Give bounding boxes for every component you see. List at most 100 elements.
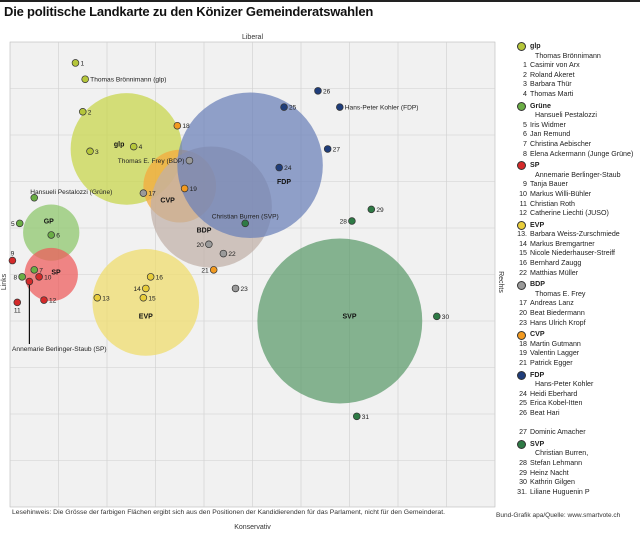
legend-swatch (517, 370, 526, 380)
legend-member-number: 6 (523, 130, 527, 139)
data-point (185, 156, 194, 165)
legend-member: 16 Bernhard Zaugg (515, 259, 640, 269)
legend-member: 13. Barbara Weiss-Zurschmiede (515, 230, 640, 240)
legend-member: 15 Nicole Niederhauser-Streiff (515, 249, 640, 259)
point-label: Annemarie Berlinger-Staub (SP) (12, 346, 107, 353)
legend-member-name: Hans Ulrich Kropf (530, 318, 586, 327)
point-label: Hansueli Pestalozzi (Grüne) (30, 189, 112, 196)
legend-member-number: 31. (517, 487, 527, 496)
point-label: 4 (139, 144, 143, 151)
legend-representative: Hans-Peter Kohler (535, 380, 594, 389)
data-point (40, 296, 48, 304)
legend-swatch (517, 220, 526, 230)
legend-member: 18 Martin Gutmann (515, 340, 640, 350)
bubble-label: SP (51, 270, 61, 277)
point-label: 11 (14, 307, 21, 314)
legend-member-name (530, 419, 532, 429)
legend-member-name: Patrick Egger (530, 359, 573, 367)
legend-member: 1 Casimir von Arx (515, 61, 640, 71)
data-point (180, 184, 189, 193)
legend-member-number: 16 (519, 259, 527, 268)
legend-swatch (517, 101, 526, 111)
legend-member-name: Nicole Niederhauser-Streiff (530, 249, 616, 258)
data-point (13, 298, 22, 307)
legend-member-name: Christian Roth (530, 199, 575, 208)
data-point (209, 266, 218, 274)
point-label: 17 (148, 191, 156, 198)
data-point (323, 145, 332, 153)
legend-party-name: EVP (530, 220, 545, 229)
legend-member-number: 19 (519, 349, 527, 358)
legend-member-number: 17 (519, 299, 527, 308)
legend-member-name: Beat Biedermann (530, 309, 585, 318)
point-label: 30 (442, 314, 450, 321)
legend-member: 11 Christian Roth (515, 200, 640, 210)
data-point (47, 231, 55, 239)
legend-member-name: Barbara Weiss-Zurschmiede (530, 230, 620, 239)
point-label: 14 (133, 286, 141, 293)
legend-party-name: Grüne (530, 101, 551, 110)
point-label: Christian Burren (SVP) (212, 213, 279, 220)
legend-member-number: 23 (519, 318, 527, 327)
legend-party-fdp: FDP (515, 371, 640, 381)
point-label: 18 (182, 123, 190, 130)
legend-member: 14 Markus Bremgartner (515, 240, 640, 250)
legend-party-name: FDP (530, 370, 545, 379)
legend-member (515, 419, 640, 429)
point-label: 27 (333, 146, 341, 153)
legend-member-number: 29 (519, 468, 527, 477)
axis-label-left: Links (1, 273, 8, 290)
bubble-label: BDP (197, 228, 212, 235)
data-point (86, 147, 94, 156)
legend-member: 19 Valentin Lagger (515, 349, 640, 359)
legend-member-number: 22 (519, 268, 527, 277)
bubble-fdp (177, 92, 323, 238)
point-label: 19 (190, 186, 198, 193)
point-label: 2 (88, 109, 92, 116)
point-label: 3 (95, 149, 99, 156)
legend-member-number: 15 (519, 249, 527, 258)
legend-member: 4 Thomas Marti (515, 90, 640, 100)
legend-member-name: Valentin Lagger (530, 349, 580, 358)
legend-party-name: CVP (530, 330, 545, 339)
point-label: 12 (49, 298, 57, 305)
legend-member: 17 Andreas Lanz (515, 299, 640, 309)
legend-party-cvp: CVP (515, 330, 640, 340)
data-point (142, 284, 150, 293)
legend-member: 28 Stefan Lehmann (515, 459, 640, 469)
data-point (275, 163, 283, 172)
chart-title: Die politische Landkarte zu den Könizer … (4, 4, 374, 19)
data-point (173, 121, 182, 130)
legend-member: 5 Iris Widmer (515, 121, 640, 131)
point-label: 10 (44, 274, 52, 281)
point-label: Thomas E. Frey (BDP) (118, 158, 185, 165)
legend-member-number: 7 (523, 139, 527, 148)
legend-member-name: Dominic Amacher (530, 428, 586, 437)
legend-party-name: SP (530, 161, 540, 170)
data-point (280, 103, 288, 111)
legend: glp Thomas Brönnimann 1 Casimir von Arx 2 Rol… (515, 40, 640, 497)
legend-member-number: 1 (523, 61, 527, 70)
legend-member: 26 Beat Hari (515, 409, 640, 419)
legend-member: 21 Patrick Egger (515, 359, 640, 369)
legend-member-number: 12 (519, 209, 527, 218)
data-point (219, 249, 228, 258)
legend-party-bdp: BDP (515, 280, 640, 290)
point-label: Thomas Brönnimann (glp) (90, 77, 166, 84)
legend-representative: Christian Burren, (535, 449, 589, 458)
legend-member-name: Iris Widmer (530, 120, 566, 129)
legend-member-number: 30 (519, 478, 527, 487)
legend-member-number: 21 (519, 359, 527, 367)
point-label: 16 (156, 274, 164, 281)
bubble-sp (24, 247, 78, 302)
legend-member-number: 24 (519, 389, 527, 398)
legend-member-number: 8 (523, 149, 527, 158)
point-label: 20 (197, 242, 205, 249)
data-point (205, 240, 213, 249)
axis-label-bottom: Konservativ (234, 524, 271, 531)
legend-member: 20 Beat Biedermann (515, 309, 640, 319)
data-point (336, 103, 344, 111)
bubble-svp (257, 238, 423, 404)
data-point (71, 59, 80, 67)
